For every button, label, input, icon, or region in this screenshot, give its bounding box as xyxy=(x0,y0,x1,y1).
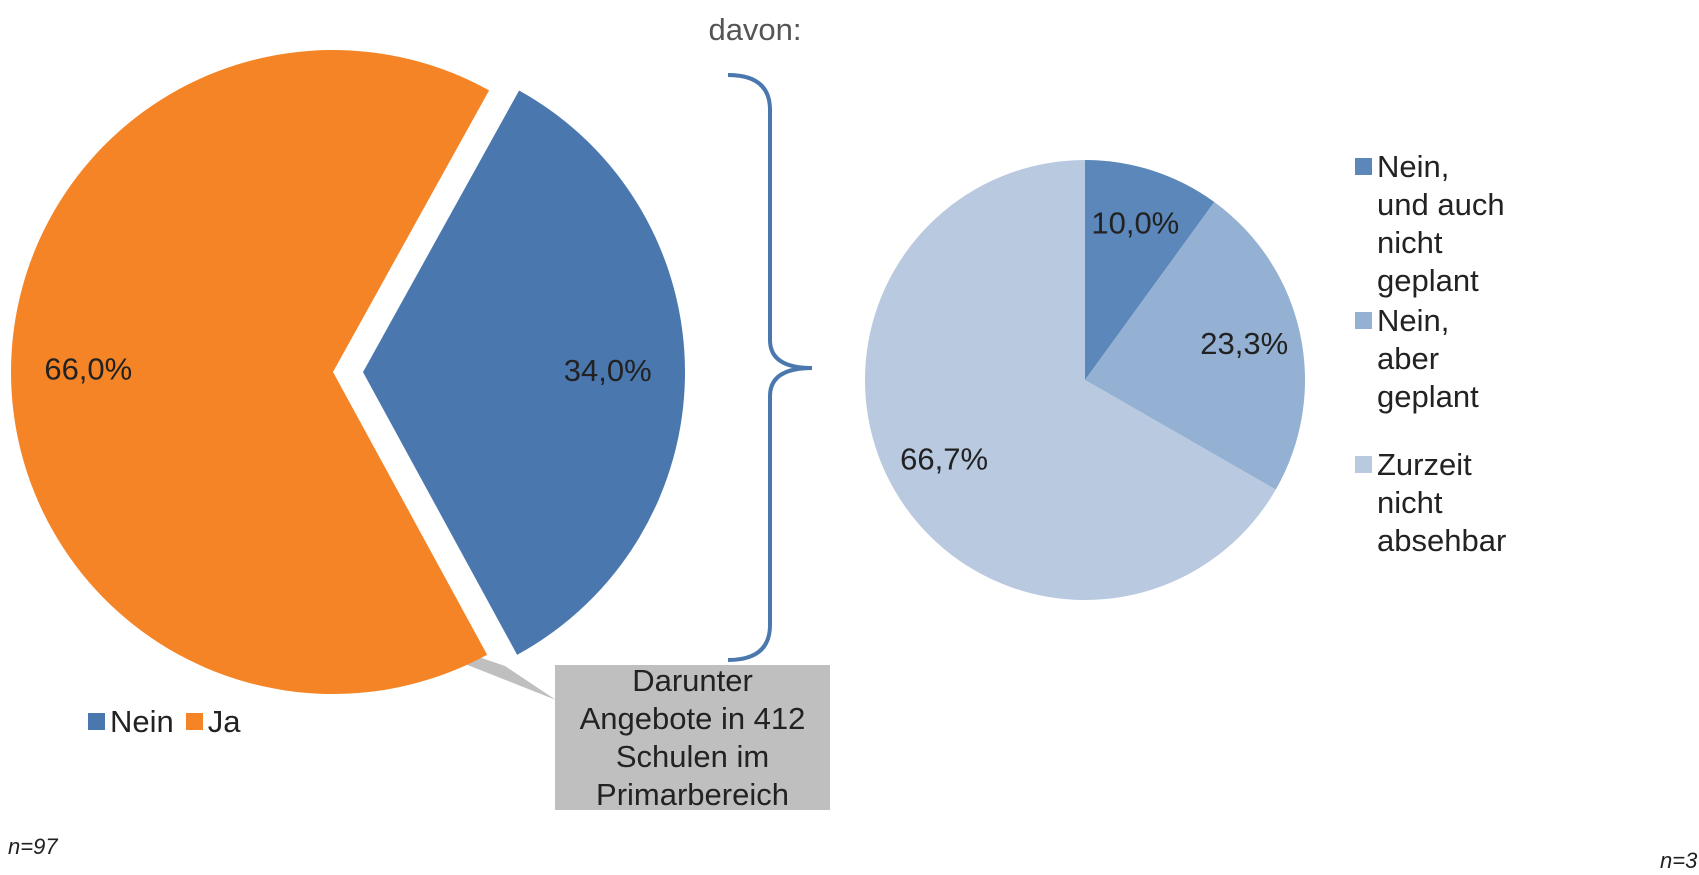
pie-slice xyxy=(362,90,685,655)
legend-item: Nein xyxy=(88,703,174,741)
legend-swatch xyxy=(1355,312,1372,329)
data-label: 34,0% xyxy=(564,353,652,388)
callout: Darunter Angebote in 412 Schulen im Prim… xyxy=(555,663,830,812)
data-label: 23,3% xyxy=(1200,326,1288,361)
pie-slice xyxy=(1085,202,1306,490)
legend-item: Ja xyxy=(185,703,241,741)
pie-slice xyxy=(865,160,1276,600)
legend-swatch xyxy=(88,713,105,730)
legend: Nein Ja xyxy=(88,703,241,741)
chart-title: davon: xyxy=(708,12,801,47)
legend-item: Zurzeit nicht absehbar xyxy=(1355,446,1507,560)
legend-swatch xyxy=(1355,158,1372,175)
pie-slice xyxy=(11,49,490,694)
pie-slice xyxy=(1085,160,1215,380)
legend-swatch xyxy=(1355,456,1372,473)
legend-label: Nein, aber geplant xyxy=(1377,303,1479,414)
note: n=3 xyxy=(1660,848,1698,873)
data-label: 66,7% xyxy=(900,442,988,477)
data-label: 66,0% xyxy=(44,351,132,386)
legend-item: Nein, und auch nicht geplant xyxy=(1355,148,1505,300)
legend: Nein, und auch nicht geplant Nein, aber g… xyxy=(1355,148,1507,560)
legend-item: Nein, aber geplant xyxy=(1355,302,1505,416)
legend-swatch xyxy=(185,713,203,730)
brace xyxy=(727,73,813,662)
legend-label: Nein, und auch nicht geplant xyxy=(1377,149,1505,298)
legend-label: Ja xyxy=(207,704,241,739)
legend-label: Zurzeit nicht absehbar xyxy=(1377,447,1507,558)
note: n=97 xyxy=(8,834,58,859)
legend-label: Nein xyxy=(110,704,174,739)
data-label: 10,0% xyxy=(1091,205,1179,240)
